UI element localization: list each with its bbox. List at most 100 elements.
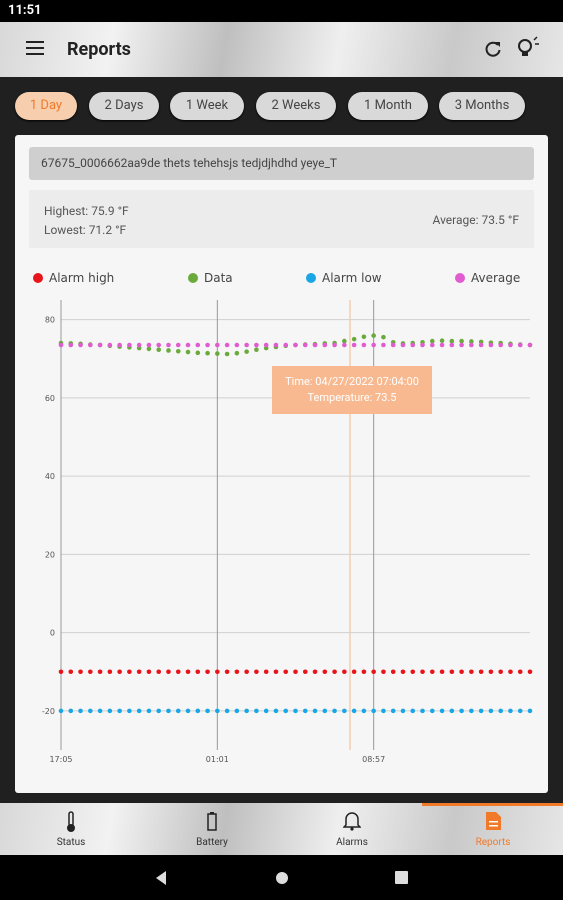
data-point bbox=[371, 669, 376, 675]
data-point bbox=[263, 342, 269, 348]
data-point bbox=[68, 669, 74, 675]
data-point bbox=[322, 669, 328, 675]
data-point bbox=[234, 708, 240, 714]
data-point bbox=[517, 669, 523, 675]
y-tick-label: -20 bbox=[42, 707, 55, 716]
bulb-icon[interactable] bbox=[515, 36, 541, 60]
data-point bbox=[195, 350, 201, 356]
data-point bbox=[117, 708, 122, 714]
refresh-icon[interactable] bbox=[484, 40, 502, 58]
data-point bbox=[78, 669, 83, 675]
data-point bbox=[166, 342, 171, 348]
range-chip[interactable]: 2 Days bbox=[89, 92, 159, 120]
data-point bbox=[390, 669, 396, 675]
data-point bbox=[459, 669, 464, 675]
data-point bbox=[68, 342, 74, 348]
range-chip[interactable]: 2 Weeks bbox=[256, 92, 336, 120]
tooltip-temperature: Temperature: 73.5 bbox=[307, 391, 397, 404]
data-point bbox=[459, 342, 464, 348]
data-point bbox=[97, 342, 103, 348]
y-tick-label: 80 bbox=[45, 316, 55, 325]
data-point bbox=[410, 669, 416, 675]
data-point bbox=[488, 669, 494, 675]
data-point bbox=[332, 342, 337, 348]
status-bar: 11:51 bbox=[0, 0, 563, 22]
data-point bbox=[283, 669, 289, 675]
x-tick-label: 01:01 bbox=[206, 755, 229, 764]
legend-label: Average bbox=[471, 271, 520, 285]
data-point bbox=[381, 708, 386, 714]
data-point bbox=[254, 342, 259, 348]
data-point bbox=[361, 334, 367, 340]
data-point bbox=[107, 669, 113, 675]
data-point bbox=[146, 708, 152, 714]
data-point bbox=[195, 708, 201, 714]
nav-item[interactable]: Reports bbox=[475, 837, 511, 848]
data-point bbox=[400, 342, 406, 348]
system-buttons[interactable] bbox=[150, 869, 410, 887]
data-point bbox=[107, 708, 113, 714]
y-tick-label: 40 bbox=[45, 472, 55, 481]
reports-icon bbox=[486, 812, 501, 830]
tooltip: Time: 04/27/2022 07:04:00 Temperature: 7… bbox=[272, 366, 432, 414]
app-bar: Reports bbox=[0, 22, 563, 77]
range-chip[interactable]: 1 Day bbox=[15, 92, 77, 120]
data-point bbox=[244, 708, 249, 714]
stat-highest: Highest: 75.9 °F bbox=[44, 204, 129, 218]
data-point bbox=[244, 669, 249, 675]
legend-marker bbox=[188, 273, 198, 283]
nav-item[interactable]: Alarms bbox=[336, 837, 368, 848]
battery-icon bbox=[207, 812, 217, 831]
legend-label: Data bbox=[204, 271, 233, 285]
data-point bbox=[498, 708, 503, 714]
data-point bbox=[185, 669, 191, 675]
data-point bbox=[420, 708, 425, 714]
data-point bbox=[332, 669, 337, 675]
range-chip[interactable]: 1 Week bbox=[170, 92, 244, 120]
nav-item[interactable]: Battery bbox=[196, 837, 228, 848]
data-point bbox=[185, 342, 191, 348]
data-point bbox=[478, 708, 484, 714]
data-point bbox=[283, 708, 289, 714]
data-point bbox=[351, 342, 357, 348]
data-point bbox=[166, 669, 171, 675]
data-point bbox=[97, 669, 103, 675]
data-point bbox=[283, 342, 289, 348]
bell-icon bbox=[343, 812, 361, 831]
data-point bbox=[420, 342, 425, 348]
data-point bbox=[312, 669, 318, 675]
range-chip[interactable]: 1 Month bbox=[348, 92, 428, 120]
data-point bbox=[420, 669, 425, 675]
data-point bbox=[469, 342, 474, 348]
data-point bbox=[107, 342, 113, 348]
data-point bbox=[185, 708, 191, 714]
y-tick-label: 0 bbox=[50, 629, 55, 638]
data-point bbox=[312, 708, 318, 714]
nav-indicator bbox=[422, 803, 563, 806]
menu-icon[interactable] bbox=[26, 41, 44, 55]
x-tick-label: 17:05 bbox=[49, 755, 72, 764]
data-point bbox=[254, 669, 259, 675]
data-point bbox=[508, 342, 513, 348]
data-point bbox=[58, 708, 64, 714]
range-chip[interactable]: 3 Months bbox=[439, 92, 525, 120]
data-point bbox=[371, 342, 376, 348]
data-point bbox=[498, 669, 503, 675]
data-point bbox=[146, 346, 152, 352]
x-tick-label: 08:57 bbox=[362, 755, 385, 764]
data-point bbox=[234, 342, 240, 348]
legend-marker bbox=[33, 273, 43, 283]
data-point bbox=[302, 669, 308, 675]
data-point bbox=[429, 338, 435, 344]
data-point bbox=[244, 349, 249, 354]
data-point bbox=[117, 342, 122, 348]
data-point bbox=[254, 347, 259, 352]
data-point bbox=[224, 708, 230, 714]
data-point bbox=[224, 342, 230, 348]
nav-item[interactable]: Status bbox=[56, 837, 86, 848]
data-point bbox=[117, 669, 122, 675]
data-point bbox=[342, 669, 347, 675]
data-point bbox=[215, 351, 220, 356]
data-point bbox=[293, 669, 298, 675]
data-point bbox=[508, 669, 513, 675]
